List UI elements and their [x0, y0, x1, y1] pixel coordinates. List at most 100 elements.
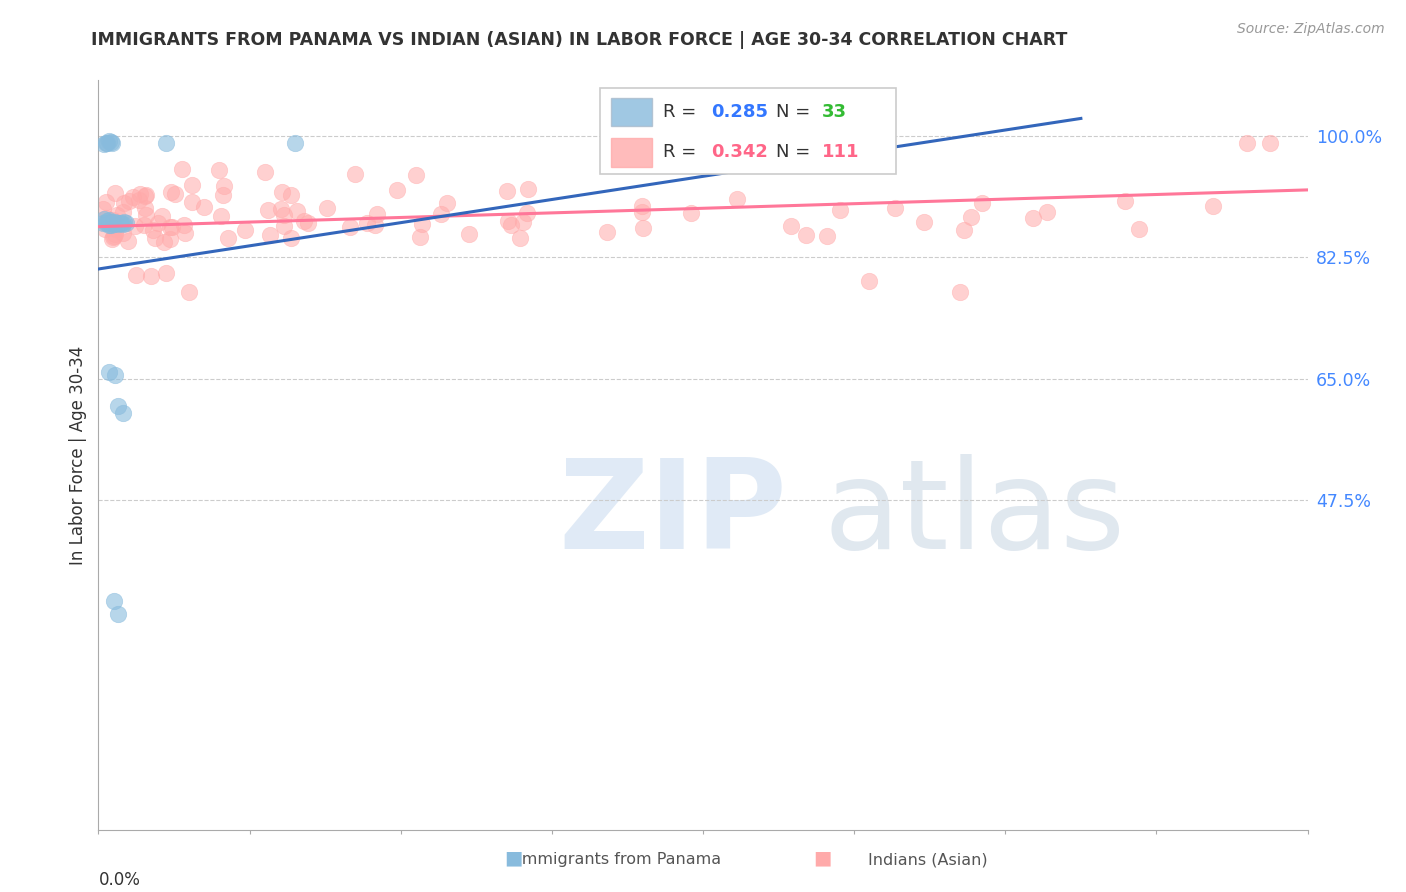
Point [953, 223, 976, 237]
Point [858, 275, 880, 289]
Point [595, 225, 617, 239]
Point [179, 285, 201, 299]
Point [259, 228, 281, 243]
Point [1035, 205, 1057, 219]
Point [160, 220, 183, 235]
Point [159, 220, 181, 235]
Point [280, 231, 302, 245]
Point [633, 221, 655, 235]
Point [159, 232, 181, 246]
Point [180, 195, 202, 210]
Text: 111: 111 [821, 144, 859, 161]
Point [273, 208, 295, 222]
Point [103, 593, 125, 607]
Point [94, 221, 117, 235]
Point [150, 209, 173, 223]
Point [509, 231, 531, 245]
Point [107, 400, 129, 414]
Point [111, 226, 134, 240]
Point [779, 219, 801, 234]
Text: 0.342: 0.342 [711, 144, 768, 161]
Point [631, 205, 654, 219]
Point [972, 196, 994, 211]
Point [949, 285, 972, 299]
Text: Source: ZipAtlas.com: Source: ZipAtlas.com [1237, 22, 1385, 37]
Point [134, 218, 156, 232]
Point [794, 227, 817, 242]
Point [253, 165, 276, 179]
Point [315, 201, 337, 215]
Point [496, 184, 519, 198]
Point [98, 213, 121, 227]
FancyBboxPatch shape [612, 138, 652, 167]
Point [1022, 211, 1045, 225]
Point [1128, 222, 1150, 236]
Point [457, 227, 479, 241]
Point [125, 268, 148, 282]
Point [101, 216, 124, 230]
Point [284, 136, 307, 150]
Point [110, 215, 132, 229]
Point [142, 223, 165, 237]
Point [960, 210, 983, 224]
Text: atlas: atlas [824, 454, 1126, 575]
Point [91, 215, 114, 229]
Point [430, 207, 453, 221]
Point [297, 216, 319, 230]
Point [1202, 199, 1225, 213]
Point [828, 202, 851, 217]
Point [884, 201, 907, 215]
Text: Immigrants from Panama: Immigrants from Panama [516, 852, 721, 867]
Point [100, 135, 122, 149]
Point [98, 134, 121, 148]
Point [101, 230, 124, 244]
Point [339, 219, 361, 234]
Point [499, 218, 522, 232]
Text: Indians (Asian): Indians (Asian) [868, 852, 988, 867]
Point [270, 202, 292, 216]
Point [1114, 194, 1136, 209]
Point [104, 222, 127, 236]
Point [105, 208, 128, 222]
Text: 0.285: 0.285 [711, 103, 769, 121]
Text: IMMIGRANTS FROM PANAMA VS INDIAN (ASIAN) IN LABOR FORCE | AGE 30-34 CORRELATION : IMMIGRANTS FROM PANAMA VS INDIAN (ASIAN)… [91, 31, 1067, 49]
Point [104, 186, 127, 200]
Point [134, 201, 156, 215]
Point [124, 219, 146, 234]
Point [436, 196, 458, 211]
Point [134, 208, 156, 222]
Point [912, 215, 935, 229]
FancyBboxPatch shape [600, 87, 897, 174]
Point [285, 203, 308, 218]
Point [209, 209, 232, 223]
Point [170, 162, 193, 177]
Point [181, 178, 204, 192]
Point [91, 202, 114, 216]
Text: R =: R = [664, 103, 702, 121]
Point [94, 136, 117, 150]
Point [100, 232, 122, 246]
Point [101, 213, 124, 227]
Point [280, 188, 302, 202]
Point [143, 231, 166, 245]
Point [212, 179, 235, 194]
Point [815, 228, 838, 243]
Point [364, 219, 387, 233]
Point [93, 212, 115, 227]
Point [148, 216, 170, 230]
Point [409, 230, 432, 244]
Y-axis label: In Labor Force | Age 30-34: In Labor Force | Age 30-34 [69, 345, 87, 565]
Point [155, 266, 177, 280]
Point [96, 214, 118, 228]
Point [111, 406, 134, 420]
Point [294, 214, 316, 228]
Point [1258, 136, 1281, 150]
Point [217, 231, 239, 245]
Point [679, 206, 702, 220]
Point [93, 137, 115, 152]
Point [692, 136, 714, 150]
Point [101, 136, 124, 151]
Point [100, 215, 122, 229]
Point [104, 227, 127, 241]
Point [121, 190, 143, 204]
